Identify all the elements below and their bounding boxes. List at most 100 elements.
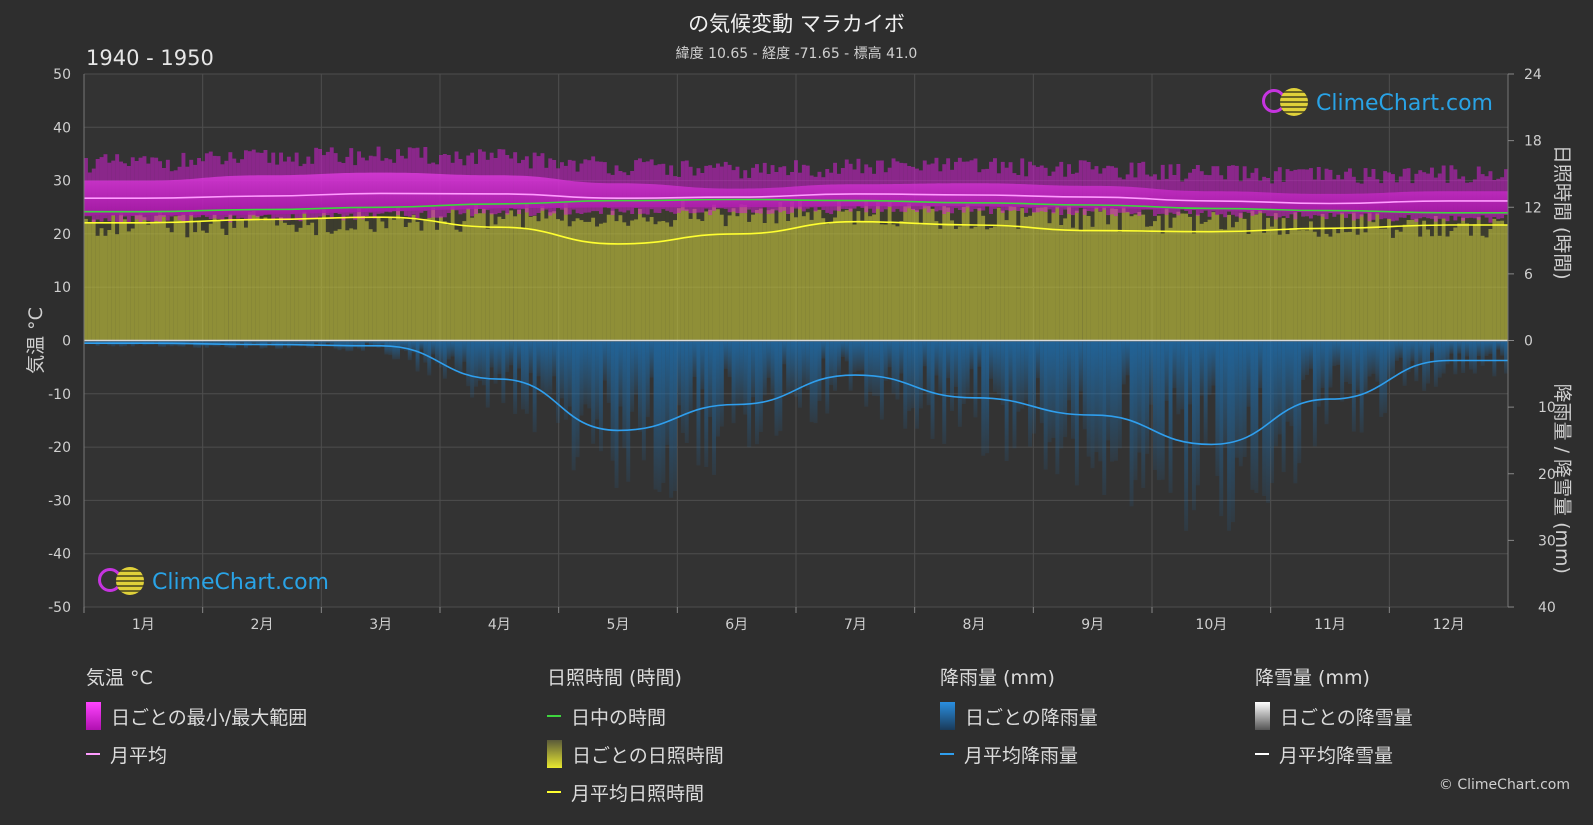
daily-rain-bar <box>1016 341 1021 412</box>
daily-sunshine-bar <box>735 216 740 341</box>
daily-sunshine-bar <box>684 209 689 341</box>
daily-sunshine-bar <box>1305 230 1309 341</box>
copyright-text[interactable]: © ClimeChart.com <box>1438 777 1570 793</box>
daily-rain-bar <box>302 341 307 346</box>
daily-sunshine-bar <box>485 228 490 341</box>
daily-sunshine-bar <box>1180 213 1185 341</box>
daily-sunshine-bar <box>649 217 654 341</box>
daily-sunshine-bar <box>244 227 248 341</box>
daily-sunshine-bar <box>400 218 404 341</box>
daily-rain-bar <box>1242 341 1247 457</box>
daily-sunshine-bar <box>571 221 576 341</box>
daily-temp-range-bar <box>680 161 685 211</box>
daily-sunshine-shade <box>1297 210 1302 231</box>
brand-logo-bottom[interactable]: ClimeChart.com <box>96 566 329 598</box>
daily-rain-bar <box>466 341 471 387</box>
daily-rain-bar <box>1433 341 1438 387</box>
daily-rain-bar <box>638 341 642 432</box>
daily-rain-bar <box>641 341 646 461</box>
daily-sunshine-bar <box>1410 219 1415 341</box>
daily-sunshine-bar <box>957 226 962 341</box>
daily-sunshine-bar <box>111 214 116 341</box>
daily-sunshine-bar <box>1067 205 1071 341</box>
daily-sunshine-shade <box>1457 212 1462 224</box>
daily-rain-bar <box>1234 341 1239 458</box>
daily-rain-bar <box>1219 341 1224 517</box>
daily-rain-bar <box>1020 341 1025 409</box>
daily-sunshine-bar <box>1125 211 1130 341</box>
daily-rain-bar <box>1461 341 1466 373</box>
daily-sunshine-shade <box>1246 209 1251 235</box>
daily-sunshine-shade <box>556 202 560 220</box>
daily-rain-bar <box>415 341 420 372</box>
daily-sunshine-bar <box>478 213 482 341</box>
daily-rain-bar <box>1363 341 1368 394</box>
daily-sunshine-bar <box>1160 233 1165 341</box>
daily-sunshine-bar <box>786 221 791 341</box>
legend-swatch <box>940 702 955 730</box>
daily-rain-bar <box>766 341 771 378</box>
daily-sunshine-bar <box>1277 234 1282 341</box>
daily-sunshine-bar <box>552 211 557 341</box>
daily-rain-bar <box>517 341 521 369</box>
daily-sunshine-shade <box>130 211 135 229</box>
daily-sunshine-shade <box>1305 210 1309 231</box>
daily-sunshine-bar <box>911 208 915 341</box>
daily-sunshine-shade <box>1071 204 1075 228</box>
daily-sunshine-bar <box>1500 220 1505 341</box>
daily-temp-range-bar <box>716 163 720 209</box>
daily-sunshine-shade <box>1180 207 1185 214</box>
daily-sunshine-bar <box>1133 214 1138 341</box>
daily-rain-bar <box>1231 341 1235 523</box>
brand-logo-top[interactable]: ClimeChart.com <box>1260 87 1493 119</box>
y-tick-label-left: -10 <box>48 387 71 403</box>
legend-swatch <box>940 753 954 755</box>
daily-sunshine-bar <box>638 209 642 341</box>
daily-sunshine-bar <box>1449 231 1454 341</box>
daily-rain-bar <box>251 341 256 344</box>
daily-sunshine-bar <box>450 206 455 341</box>
daily-rain-bar <box>778 341 783 432</box>
daily-sunshine-bar <box>1114 208 1118 341</box>
daily-sunshine-shade <box>989 203 993 228</box>
daily-rain-bar <box>560 341 564 399</box>
daily-rain-bar <box>922 341 927 367</box>
daily-sunshine-bar <box>1437 235 1442 341</box>
daily-rain-bar <box>329 341 334 345</box>
y-tick-label-rain: 30 <box>1538 533 1556 549</box>
daily-rain-bar <box>1371 341 1376 374</box>
climechart-logo-icon <box>1260 87 1310 119</box>
daily-rain-bar <box>419 341 424 350</box>
daily-sunshine-bar <box>950 220 954 341</box>
daily-sunshine-bar <box>700 221 705 341</box>
daily-sunshine-bar <box>743 204 748 341</box>
daily-rain-bar <box>552 341 557 377</box>
daily-rain-bar <box>1285 341 1290 422</box>
daily-sunshine-bar <box>236 219 241 341</box>
daily-temp-range-bar <box>1254 168 1259 215</box>
daily-sunshine-bar <box>1351 211 1356 341</box>
daily-rain-bar <box>481 341 486 386</box>
daily-rain-bar <box>1500 341 1505 356</box>
daily-sunshine-shade <box>1316 210 1321 237</box>
daily-rain-bar <box>1457 341 1462 354</box>
daily-sunshine-bar <box>829 222 834 341</box>
daily-rain-bar <box>918 341 923 409</box>
daily-rain-bar <box>680 341 685 433</box>
y-tick-label-left: 30 <box>53 174 71 190</box>
daily-sunshine-bar <box>965 204 970 341</box>
daily-rain-bar <box>883 341 888 381</box>
daily-sunshine-bar <box>1250 209 1255 341</box>
daily-sunshine-bar <box>840 211 845 341</box>
daily-rain-bar <box>626 341 631 482</box>
daily-rain-bar <box>1422 341 1427 391</box>
daily-sunshine-shade <box>1028 203 1032 216</box>
daily-sunshine-bar <box>298 227 303 341</box>
daily-sunshine-bar <box>173 216 178 341</box>
daily-rain-bar <box>1293 341 1298 484</box>
daily-sunshine-bar <box>1391 237 1395 341</box>
x-tick-label: 11月 <box>1314 617 1346 633</box>
daily-rain-bar <box>1004 341 1009 461</box>
daily-sunshine-bar <box>778 202 783 341</box>
daily-sunshine-bar <box>1465 223 1469 341</box>
